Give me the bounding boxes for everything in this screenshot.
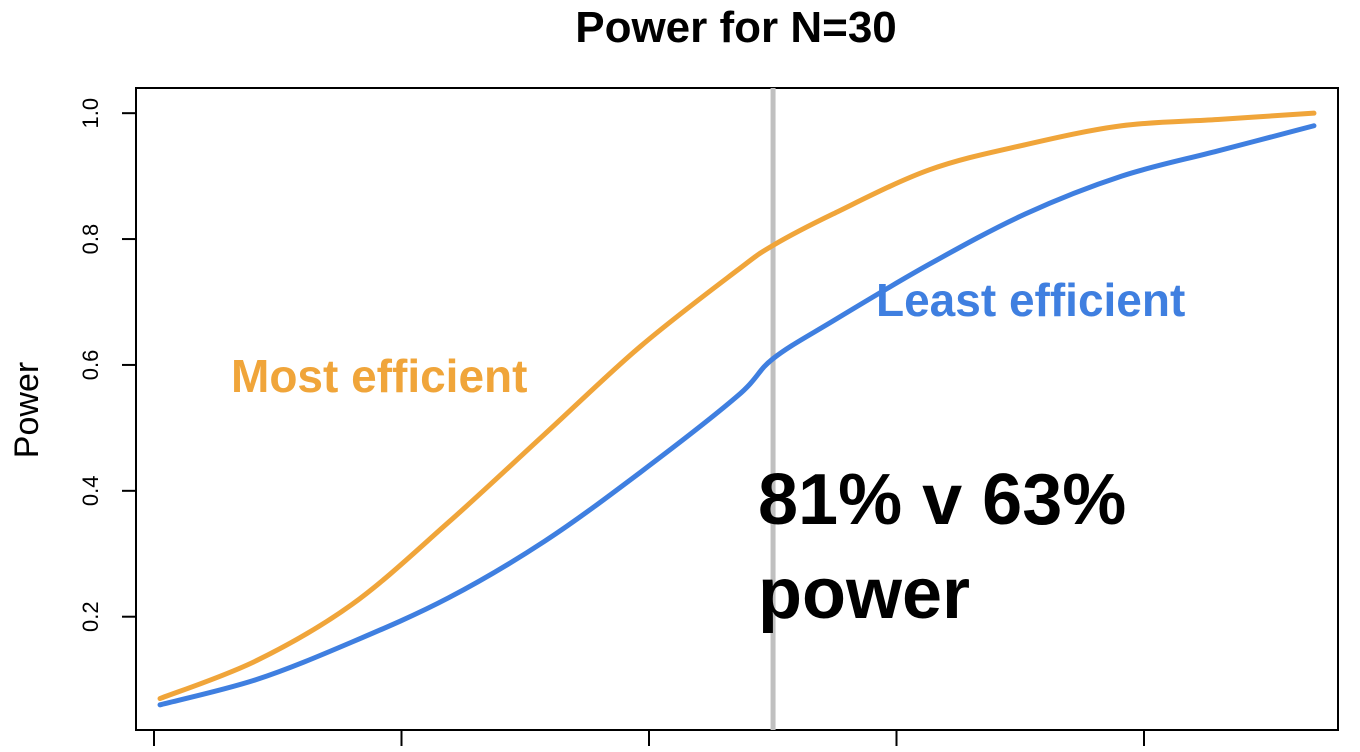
series-layer (157, 110, 1317, 708)
y-tick-label: 1.0 (78, 98, 103, 129)
x-axis (153, 730, 1145, 746)
y-axis-label: Power (8, 362, 46, 458)
y-tick-label: 0.2 (78, 601, 103, 632)
y-tick-label: 0.8 (78, 224, 103, 255)
series-line-least-efficient (157, 123, 1317, 708)
y-axis: 0.2 0.4 0.6 0.8 1.0 (78, 98, 136, 632)
y-tick-label: 0.6 (78, 350, 103, 381)
series-line-most-efficient (157, 110, 1317, 702)
annotation-line-1: 81% v 63% (758, 460, 1126, 540)
series-label-least-efficient: Least efficient (876, 274, 1185, 326)
y-tick-label: 0.4 (78, 476, 103, 507)
chart-title: Power for N=30 (575, 3, 897, 52)
plot-frame (135, 87, 1339, 731)
annotation-line-2: power (758, 554, 970, 634)
series-label-most-efficient: Most efficient (231, 350, 527, 402)
